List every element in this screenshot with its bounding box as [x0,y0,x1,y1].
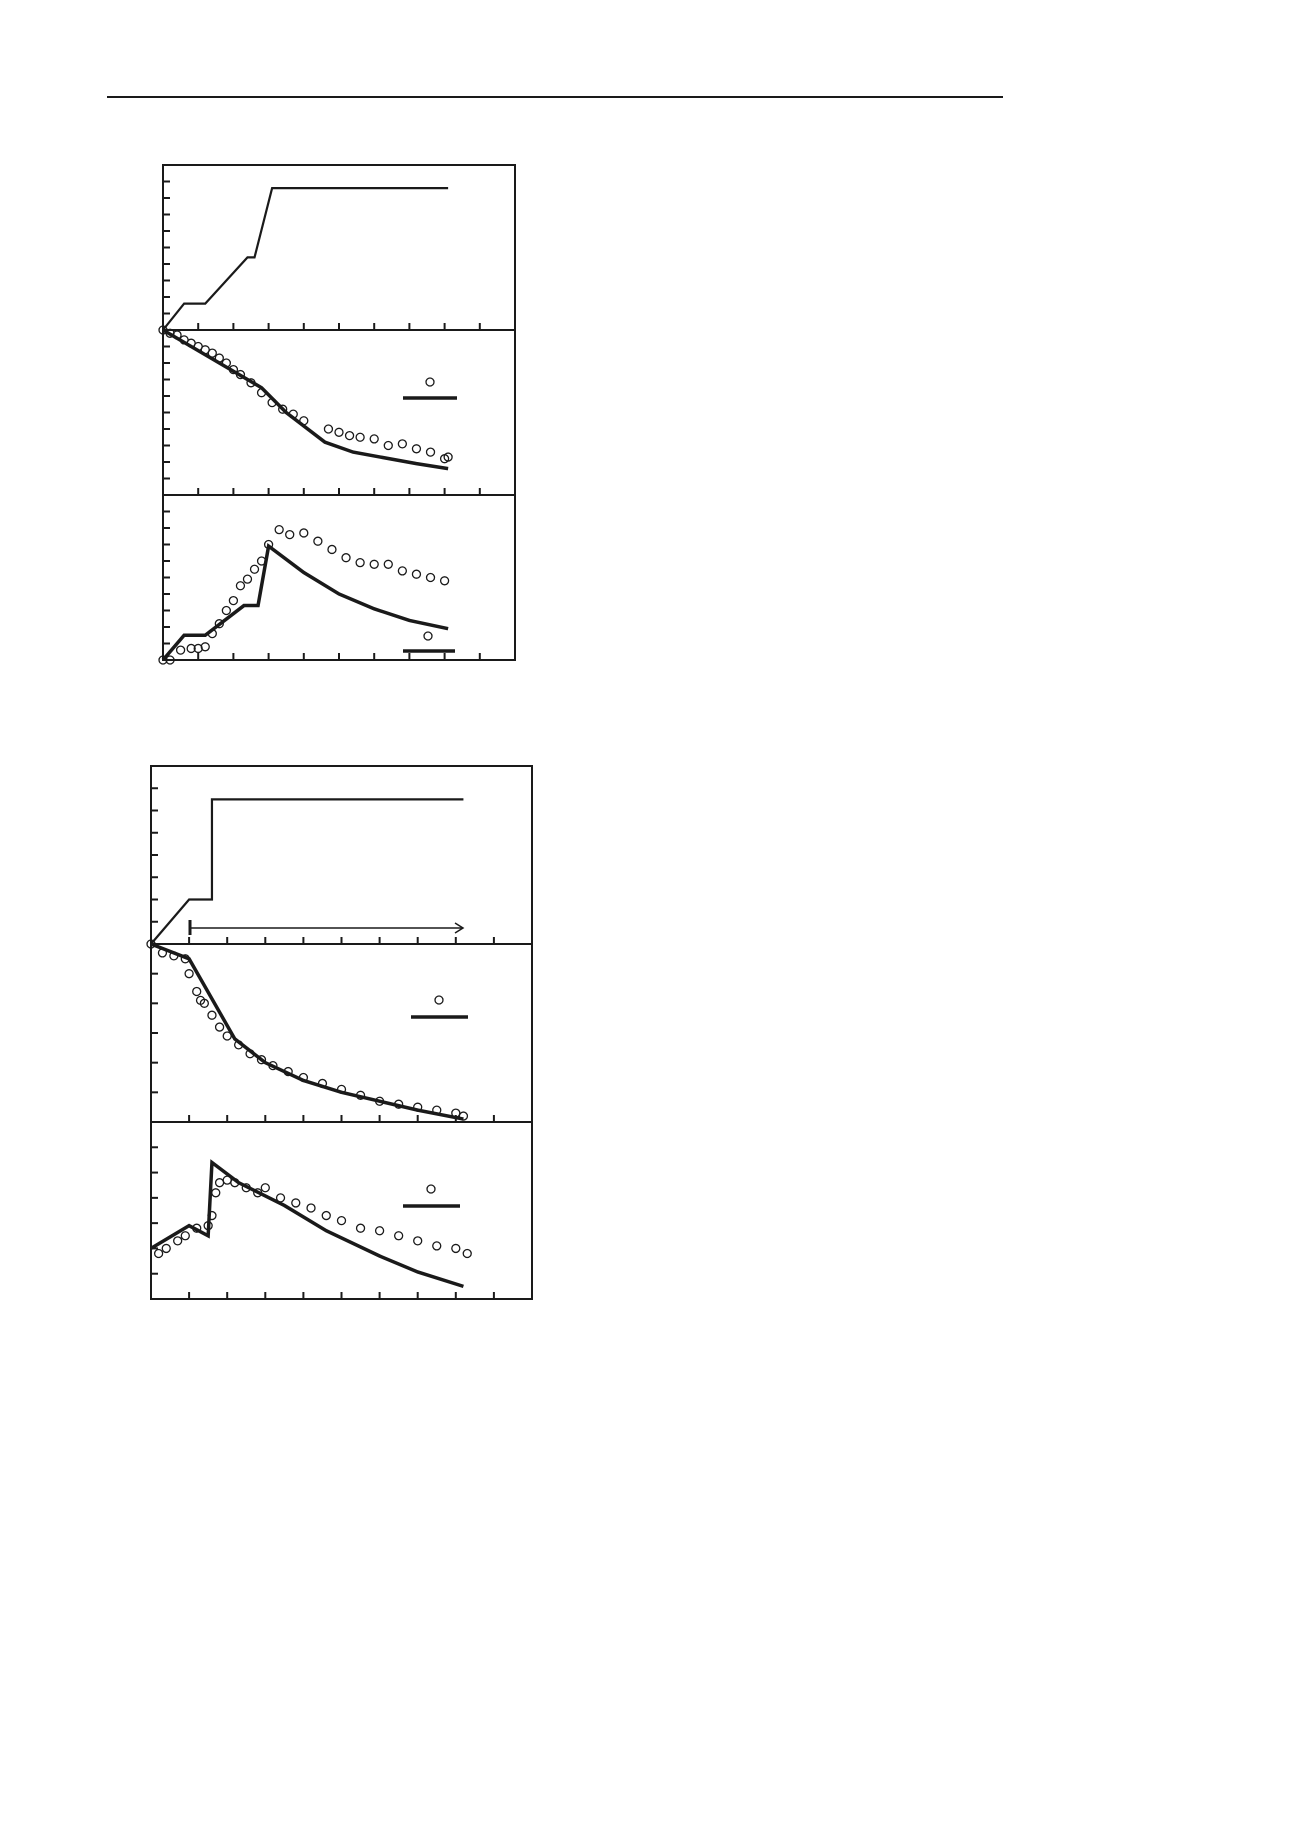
data-point [211,1188,221,1198]
data-point [306,1203,316,1213]
data-point [184,969,194,979]
data-point [432,1241,442,1251]
data-point [192,986,202,997]
data-point [186,643,196,654]
data-point [383,559,393,569]
data-point [327,544,337,555]
data-point [214,619,224,629]
legend-marker [426,1184,436,1194]
data-point [439,576,450,586]
panel-frame [150,765,533,945]
data-point [393,1231,404,1241]
data-line [162,187,449,331]
data-line [150,942,464,1121]
data-point [443,452,453,462]
data-point [200,642,210,652]
data-point [260,1183,270,1193]
data-point [193,643,203,654]
data-point [256,1055,267,1065]
data-point [242,574,253,584]
data-point [323,424,334,434]
data-point [214,1178,225,1188]
data-line [150,798,464,945]
data-point [180,1231,190,1241]
data-point [425,447,436,457]
data-point [321,1210,331,1221]
data-point [165,655,175,665]
data-point [369,434,379,444]
data-point [383,440,393,451]
legend-marker [425,377,435,387]
data-point [355,432,365,442]
legend-marker [423,631,433,641]
data-point [462,1248,472,1259]
data-point [199,998,209,1008]
data-point [355,558,365,568]
panel-frame [150,943,533,1123]
data-line [162,328,449,471]
data-point [411,569,422,579]
data-point [458,1111,469,1121]
data-point [344,430,355,441]
data-point [299,528,309,538]
data-point [278,404,288,414]
data-point [413,1236,423,1246]
data-point [221,605,232,616]
data-point [291,1198,301,1208]
data-point [285,529,295,540]
data-point [425,572,436,583]
data-point [397,439,408,449]
data-point [355,1223,366,1233]
data-point [274,525,284,535]
data-point [336,1215,347,1226]
data-point [411,444,422,454]
data-point [235,581,246,591]
data-point [175,645,186,655]
data-line [161,543,449,662]
data-point [451,1243,461,1254]
data-point [334,427,344,437]
legend-marker [434,995,444,1005]
data-point [397,566,408,576]
data-point [173,1236,183,1246]
data-point [369,559,379,569]
data-point [153,1248,164,1259]
data-point [341,553,351,563]
data-point [214,1022,225,1032]
data-point [313,536,323,546]
data-point [374,1226,385,1236]
data-line [150,1159,464,1289]
data-point [249,564,260,574]
data-point [158,655,168,665]
data-point [161,1243,171,1254]
data-point [207,1010,217,1020]
range-arrow [188,920,465,935]
data-point [228,595,239,606]
panel-frame [162,164,516,331]
